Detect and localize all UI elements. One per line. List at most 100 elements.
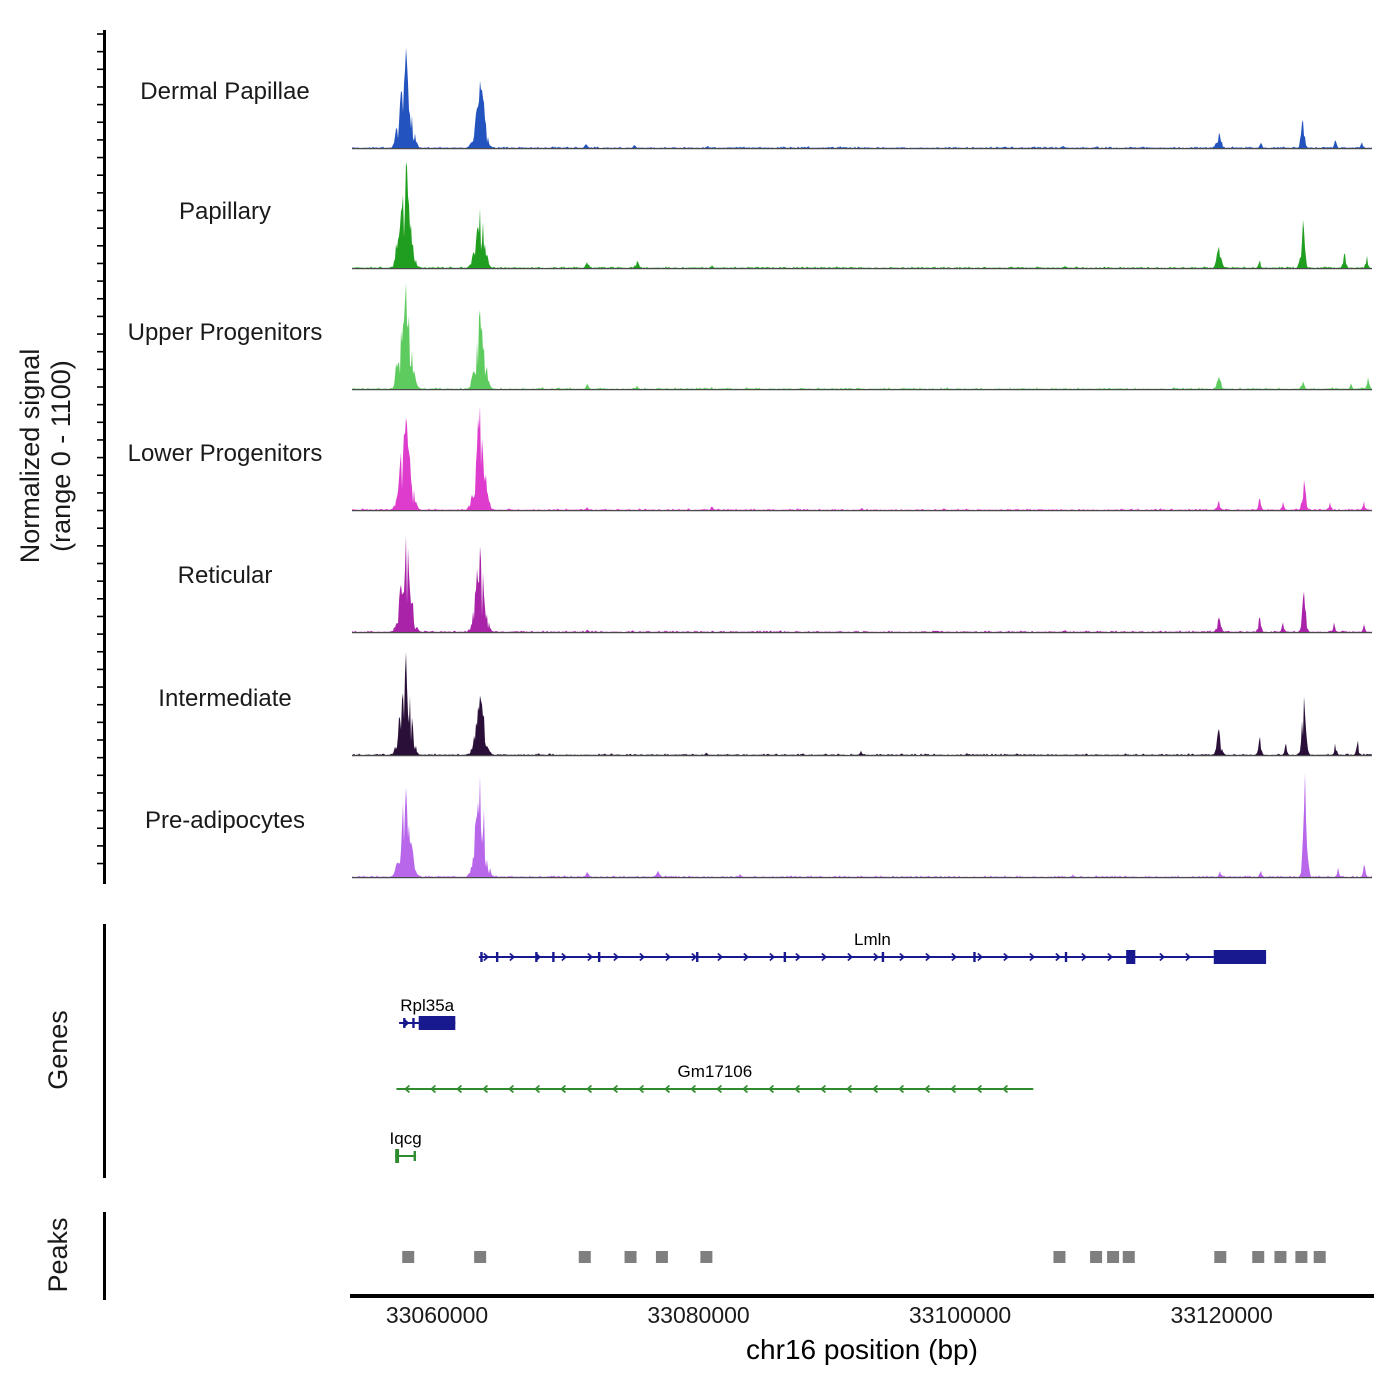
y-axis-label: Normalized signal (range 0 - 1100) bbox=[15, 246, 79, 666]
signal-track-dermal-papillae bbox=[352, 47, 1372, 150]
strand-arrow-icon bbox=[717, 952, 724, 962]
track-label-lower-progenitors: Lower Progenitors bbox=[127, 440, 323, 467]
strand-arrow-icon bbox=[534, 1084, 541, 1094]
strand-arrow-icon bbox=[1107, 952, 1114, 962]
peak-call-marker bbox=[700, 1251, 713, 1263]
strand-arrow-icon bbox=[1185, 952, 1192, 962]
strand-arrow-icon bbox=[794, 1084, 801, 1094]
signal-area-upper-progenitors bbox=[352, 283, 1372, 389]
x-tick-label-33060000: 33060000 bbox=[385, 1302, 489, 1328]
track-label-upper-progenitors: Upper Progenitors bbox=[127, 319, 323, 346]
x-tick-label-33080000: 33080000 bbox=[647, 1302, 750, 1328]
strand-arrow-icon bbox=[1029, 952, 1036, 962]
peak-call-marker bbox=[1214, 1251, 1227, 1263]
strand-arrow-icon bbox=[690, 1084, 697, 1094]
gene-label-rpl35a: Rpl35a bbox=[400, 996, 454, 1015]
strand-arrow-icon bbox=[587, 952, 594, 962]
strand-arrow-icon bbox=[976, 1084, 983, 1094]
strand-arrow-icon bbox=[769, 952, 776, 962]
strand-arrow-icon bbox=[1003, 952, 1010, 962]
strand-arrow-icon bbox=[586, 1084, 593, 1094]
peak-call-marker bbox=[1122, 1251, 1135, 1263]
signal-track-pre-adipocytes bbox=[352, 772, 1372, 879]
signal-area-dermal-papillae bbox=[352, 47, 1372, 148]
strand-arrow-icon bbox=[1002, 1084, 1009, 1094]
track-label-reticular: Reticular bbox=[177, 562, 273, 589]
strand-arrow-icon bbox=[820, 1084, 827, 1094]
signal-area-lower-progenitors bbox=[352, 405, 1372, 510]
peak-call-marker bbox=[578, 1251, 591, 1263]
signal-area-pre-adipocytes bbox=[352, 772, 1372, 877]
signal-track-reticular bbox=[352, 535, 1372, 634]
strand-arrow-icon bbox=[872, 1084, 879, 1094]
signal-track-lower-progenitors bbox=[352, 405, 1372, 512]
strand-arrow-icon bbox=[742, 1084, 749, 1094]
peak-call-marker bbox=[474, 1251, 487, 1263]
strand-arrow-icon bbox=[743, 952, 750, 962]
peaks-axis-line bbox=[103, 1212, 106, 1300]
signal-y-axis bbox=[97, 30, 106, 884]
strand-arrow-icon bbox=[1159, 952, 1166, 962]
strand-arrow-icon bbox=[1081, 952, 1088, 962]
strand-arrow-icon bbox=[951, 952, 958, 962]
peak-call-marker bbox=[655, 1251, 668, 1263]
peak-call-marker bbox=[1274, 1251, 1287, 1263]
y-axis-label-line2: (range 0 - 1100) bbox=[46, 360, 76, 552]
strand-arrow-icon bbox=[846, 1084, 853, 1094]
peaks-section-label: Peaks bbox=[43, 1217, 73, 1293]
gene-label-lmln: Lmln bbox=[854, 930, 891, 949]
x-tick-label-33120000: 33120000 bbox=[1170, 1302, 1273, 1328]
strand-arrow-icon bbox=[560, 1084, 567, 1094]
strand-arrow-icon bbox=[613, 952, 620, 962]
gene-label-iqcg: Iqcg bbox=[390, 1129, 422, 1148]
peak-call-marker bbox=[1090, 1251, 1103, 1263]
gene-model-rpl35a: Rpl35a bbox=[399, 996, 456, 1030]
peak-call-marker bbox=[1107, 1251, 1120, 1263]
strand-arrow-icon bbox=[873, 952, 880, 962]
strand-arrow-icon bbox=[924, 1084, 931, 1094]
gene-label-gm17106: Gm17106 bbox=[678, 1062, 753, 1081]
x-axis-line bbox=[350, 1294, 1374, 1298]
genes-annotation-track: Lmln Rpl35a Gm17106 Iqcg bbox=[390, 930, 1267, 1163]
strand-arrow-icon bbox=[977, 952, 984, 962]
strand-arrow-icon bbox=[664, 1084, 671, 1094]
signal-track-intermediate bbox=[352, 651, 1372, 757]
strand-arrow-icon bbox=[691, 952, 698, 962]
strand-arrow-icon bbox=[638, 1084, 645, 1094]
peak-call-marker bbox=[402, 1251, 415, 1263]
strand-arrow-icon bbox=[483, 952, 490, 962]
strand-arrow-icon bbox=[456, 1084, 463, 1094]
track-label-pre-adipocytes: Pre-adipocytes bbox=[144, 807, 306, 834]
signal-area-papillary bbox=[352, 162, 1372, 268]
strand-arrow-icon bbox=[768, 1084, 775, 1094]
peak-call-marker bbox=[1313, 1251, 1326, 1263]
signal-track-papillary bbox=[352, 162, 1372, 270]
peak-call-marker bbox=[624, 1251, 637, 1263]
track-label-papillary: Papillary bbox=[178, 198, 272, 225]
gene-model-lmln: Lmln bbox=[478, 930, 1267, 964]
peak-call-marker bbox=[1053, 1251, 1066, 1263]
strand-arrow-icon bbox=[1055, 952, 1062, 962]
strand-arrow-icon bbox=[950, 1084, 957, 1094]
strand-arrow-icon bbox=[847, 952, 854, 962]
strand-arrow-icon bbox=[639, 952, 646, 962]
strand-arrow-icon bbox=[795, 952, 802, 962]
gene-model-gm17106: Gm17106 bbox=[396, 1062, 1034, 1094]
strand-arrow-icon bbox=[612, 1084, 619, 1094]
strand-arrow-icon bbox=[899, 952, 906, 962]
peak-call-marker bbox=[1295, 1251, 1308, 1263]
signal-track-upper-progenitors bbox=[352, 283, 1372, 391]
strand-arrow-icon bbox=[665, 952, 672, 962]
signal-area-reticular bbox=[352, 535, 1372, 632]
x-axis-title: chr16 position (bp) bbox=[746, 1334, 978, 1365]
track-label-dermal-papillae: Dermal Papillae bbox=[140, 78, 310, 105]
signal-area-intermediate bbox=[352, 651, 1372, 755]
peaks-track bbox=[402, 1251, 1326, 1263]
strand-arrow-icon bbox=[508, 1084, 515, 1094]
strand-arrow-icon bbox=[404, 1084, 411, 1094]
gene-model-iqcg: Iqcg bbox=[390, 1129, 422, 1163]
strand-arrow-icon bbox=[716, 1084, 723, 1094]
strand-arrow-icon bbox=[509, 952, 516, 962]
strand-arrow-icon bbox=[821, 952, 828, 962]
